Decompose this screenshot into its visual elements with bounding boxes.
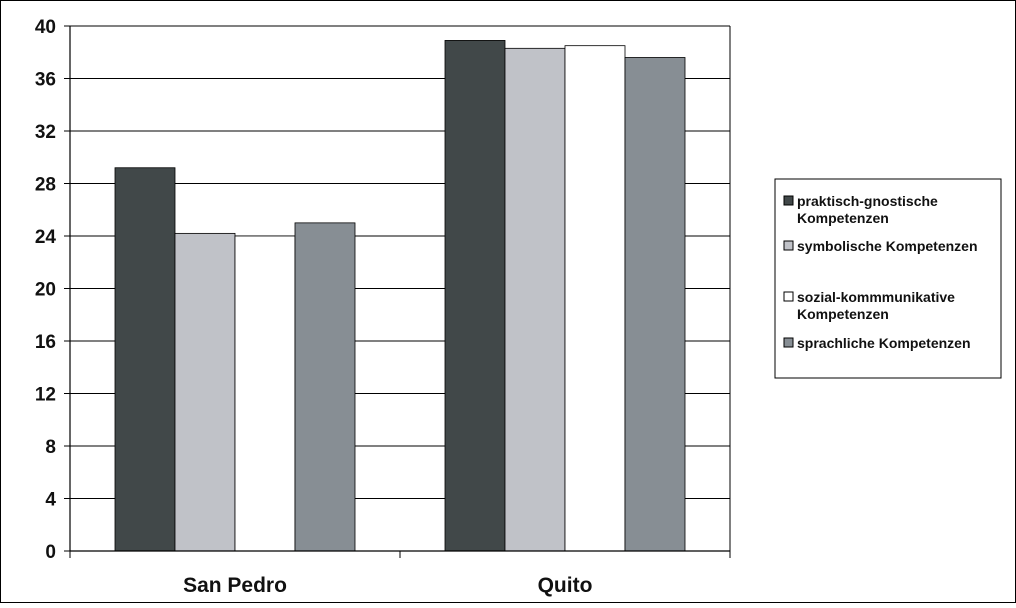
legend: praktisch-gnostische Kompetenzensymbolisc… bbox=[774, 178, 1002, 379]
y-tick-label: 12 bbox=[35, 385, 56, 406]
legend-box bbox=[774, 178, 1002, 379]
legend-swatch bbox=[783, 195, 794, 206]
legend-label: symbolische Kompetenzen bbox=[797, 238, 978, 254]
axes: 0 4 8 12 16 20 24 28 32 36 40 San Pedro Quito bbox=[35, 17, 731, 597]
y-tick-label: 20 bbox=[35, 280, 56, 301]
y-tick-label: 0 bbox=[45, 542, 56, 563]
y-tick-label: 32 bbox=[35, 122, 56, 143]
bar bbox=[294, 222, 356, 552]
legend-label-line: Kompetenzen bbox=[797, 210, 889, 226]
bar bbox=[234, 235, 296, 552]
legend-label-line: symbolische Kompetenzen bbox=[797, 238, 978, 254]
bars bbox=[114, 40, 686, 552]
legend-label-line: sozial-kommmunikative bbox=[797, 289, 955, 305]
y-tick-label: 8 bbox=[45, 437, 56, 458]
bar bbox=[504, 47, 566, 552]
y-tick-label: 24 bbox=[35, 227, 57, 248]
legend-label-line: praktisch-gnostische bbox=[797, 193, 938, 209]
legend-swatch bbox=[783, 240, 794, 251]
legend-swatch bbox=[783, 337, 794, 348]
legend-label-line: sprachliche Kompetenzen bbox=[797, 335, 971, 351]
legend-label: praktisch-gnostische Kompetenzen bbox=[797, 193, 938, 226]
y-tick-label: 4 bbox=[45, 490, 56, 511]
x-category-label: Quito bbox=[538, 574, 593, 597]
legend-label: sprachliche Kompetenzen bbox=[797, 335, 971, 351]
bar bbox=[174, 232, 236, 552]
bar bbox=[114, 167, 176, 552]
legend-label-line: Kompetenzen bbox=[797, 306, 889, 322]
bar bbox=[624, 57, 686, 552]
x-category-label: San Pedro bbox=[183, 574, 287, 597]
y-tick-label: 28 bbox=[35, 175, 56, 196]
legend-swatch bbox=[783, 291, 794, 302]
y-tick-label: 36 bbox=[35, 70, 56, 91]
legend-label: sozial-kommmunikative Kompetenzen bbox=[797, 289, 955, 322]
y-tick-label: 40 bbox=[35, 17, 56, 38]
bar bbox=[444, 40, 506, 552]
bar bbox=[564, 45, 626, 552]
y-tick-label: 16 bbox=[35, 332, 56, 353]
